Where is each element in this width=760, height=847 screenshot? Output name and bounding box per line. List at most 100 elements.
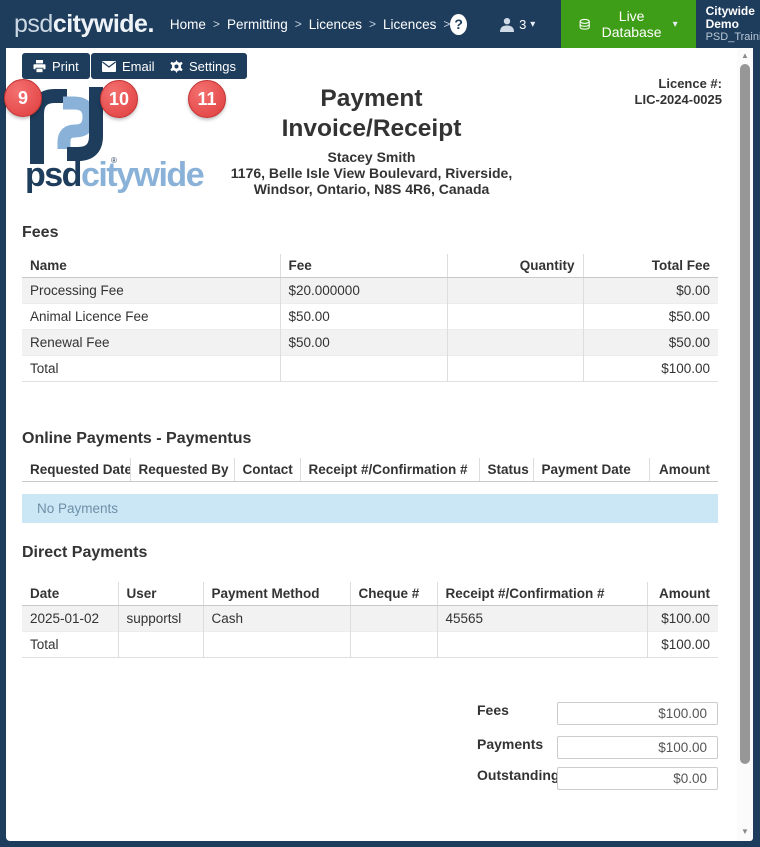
- invoice-page: Print Email Settings 9 10 11 ® psdcitywi…: [4, 48, 737, 841]
- breadcrumb-separator: >: [369, 17, 377, 31]
- op-col-contact: Contact: [234, 458, 301, 482]
- user-menu[interactable]: 3 ▾: [499, 17, 535, 32]
- fee-total: $50.00: [668, 335, 710, 350]
- dp-col-cheque: Cheque #: [350, 582, 438, 606]
- op-col-status: Status: [479, 458, 534, 482]
- breadcrumb-licences[interactable]: Licences: [308, 16, 363, 32]
- dp-col-amount: Amount: [647, 582, 718, 606]
- fee-total: $50.00: [668, 309, 710, 324]
- direct-payments-total-row: Total $100.00: [22, 631, 718, 658]
- payment-user: supportsl: [118, 605, 204, 632]
- wordmark-citywide: citywide: [80, 156, 205, 194]
- direct-payments-table: Date User Payment Method Cheque # Receip…: [22, 582, 718, 658]
- fee-amount: $50.00: [280, 303, 448, 330]
- dp-col-method: Payment Method: [203, 582, 351, 606]
- live-database-button[interactable]: Live Database ▾: [561, 0, 696, 48]
- summary-payments-field[interactable]: [557, 736, 718, 759]
- email-button-label: Email: [122, 58, 155, 74]
- licence-number-block: Licence #: LIC-2024-0025: [635, 76, 722, 108]
- table-row: Renewal Fee $50.00 $50.00: [22, 329, 718, 356]
- dp-total-label: Total: [22, 631, 119, 658]
- settings-button[interactable]: Settings: [159, 53, 247, 79]
- op-col-requested-date: Requested Date: [22, 458, 131, 482]
- psd-citywide-logo: ® psdcitywide: [25, 86, 255, 192]
- empty-cell: [437, 631, 648, 658]
- fees-col-total: Total Fee: [583, 254, 718, 278]
- payment-amount: $100.00: [661, 611, 710, 626]
- summary-fees-field[interactable]: [557, 702, 718, 725]
- payment-cheque: [350, 605, 438, 632]
- licence-number: LIC-2024-0025: [634, 92, 722, 107]
- table-row: Animal Licence Fee $50.00 $50.00: [22, 303, 718, 330]
- payment-date: 2025-01-02: [22, 605, 119, 632]
- dp-total-value: $100.00: [661, 637, 710, 652]
- logo-wordmark: psdcitywide: [25, 158, 255, 192]
- payment-method: Cash: [203, 605, 351, 632]
- breadcrumb-home[interactable]: Home: [169, 16, 206, 32]
- customer-name: Stacey Smith: [327, 149, 416, 165]
- fee-name: Animal Licence Fee: [22, 303, 281, 330]
- settings-button-label: Settings: [189, 58, 236, 74]
- navbar-logo[interactable]: psdcitywide.: [14, 10, 154, 39]
- fee-name: Processing Fee: [22, 277, 281, 304]
- print-button[interactable]: Print: [22, 53, 90, 79]
- invoice-header: Payment Invoice/Receipt Stacey Smith 117…: [146, 84, 597, 197]
- account-menu[interactable]: Citywide Demo PSD_Training ▾: [705, 3, 760, 44]
- empty-cell: [280, 355, 448, 382]
- wordmark-psd: psd: [25, 156, 82, 194]
- printer-icon: [33, 59, 46, 73]
- online-payments-header-row: Requested Date Requested By Contact Rece…: [22, 458, 718, 482]
- fee-total: $0.00: [676, 283, 710, 298]
- fees-col-quantity: Quantity: [447, 254, 584, 278]
- empty-cell: [118, 631, 204, 658]
- empty-cell: [447, 355, 584, 382]
- scroll-up-icon[interactable]: ▲: [741, 51, 749, 60]
- fees-col-fee: Fee: [280, 254, 448, 278]
- fees-col-name: Name: [22, 254, 281, 278]
- user-icon: [500, 17, 515, 32]
- vertical-scrollbar[interactable]: ▲ ▼: [737, 48, 753, 841]
- op-col-receipt: Receipt #/Confirmation #: [300, 458, 480, 482]
- fee-amount: $20.000000: [280, 277, 448, 304]
- customer-address-line2: Windsor, Ontario, N8S 4R6, Canada: [253, 181, 490, 197]
- annotation-badge-9: 9: [4, 79, 42, 117]
- email-button[interactable]: Email: [91, 53, 166, 79]
- empty-cell: [203, 631, 351, 658]
- online-payments-table: Requested Date Requested By Contact Rece…: [22, 458, 718, 482]
- gear-icon: [170, 59, 183, 73]
- annotation-badge-10: 10: [100, 80, 138, 118]
- fees-total-label: Total: [22, 355, 281, 382]
- direct-payments-heading: Direct Payments: [22, 544, 148, 561]
- table-row: 2025-01-02 supportsl Cash 45565 $100.00: [22, 605, 718, 632]
- no-payments-message: No Payments: [22, 494, 718, 523]
- page-title-line1: Payment: [320, 85, 423, 112]
- table-row: Processing Fee $20.000000 $0.00: [22, 277, 718, 304]
- breadcrumb-separator: >: [212, 17, 220, 31]
- summary-outstanding-field[interactable]: [557, 767, 718, 790]
- breadcrumb-permitting[interactable]: Permitting: [226, 16, 288, 32]
- scrollbar-thumb[interactable]: [740, 64, 750, 764]
- fee-quantity: [447, 277, 584, 304]
- live-database-label: Live Database: [601, 8, 662, 40]
- op-col-requested-by: Requested By: [130, 458, 235, 482]
- chevron-down-icon: ▾: [672, 18, 678, 30]
- empty-cell: [350, 631, 438, 658]
- registered-trademark: ®: [111, 156, 117, 165]
- user-count: 3: [519, 16, 527, 32]
- breadcrumb-separator: >: [294, 17, 302, 31]
- help-icon[interactable]: ?: [450, 13, 468, 35]
- fee-quantity: [447, 329, 584, 356]
- breadcrumb-licences-2[interactable]: Licences: [383, 16, 437, 32]
- licence-label: Licence #:: [658, 76, 722, 91]
- dp-col-receipt: Receipt #/Confirmation #: [437, 582, 648, 606]
- navbar-logo-psd: psd: [14, 9, 53, 38]
- fees-table: Name Fee Quantity Total Fee Processing F…: [22, 254, 718, 382]
- annotation-badge-11: 11: [188, 80, 226, 118]
- top-navbar: psdcitywide. Home > Permitting > Licence…: [0, 0, 760, 48]
- dp-col-user: User: [118, 582, 204, 606]
- direct-payments-header-row: Date User Payment Method Cheque # Receip…: [22, 582, 718, 606]
- navbar-logo-citywide: citywide.: [52, 9, 155, 38]
- fees-heading: Fees: [22, 224, 59, 241]
- account-name: Citywide Demo: [705, 3, 755, 31]
- scroll-down-icon[interactable]: ▼: [741, 827, 749, 836]
